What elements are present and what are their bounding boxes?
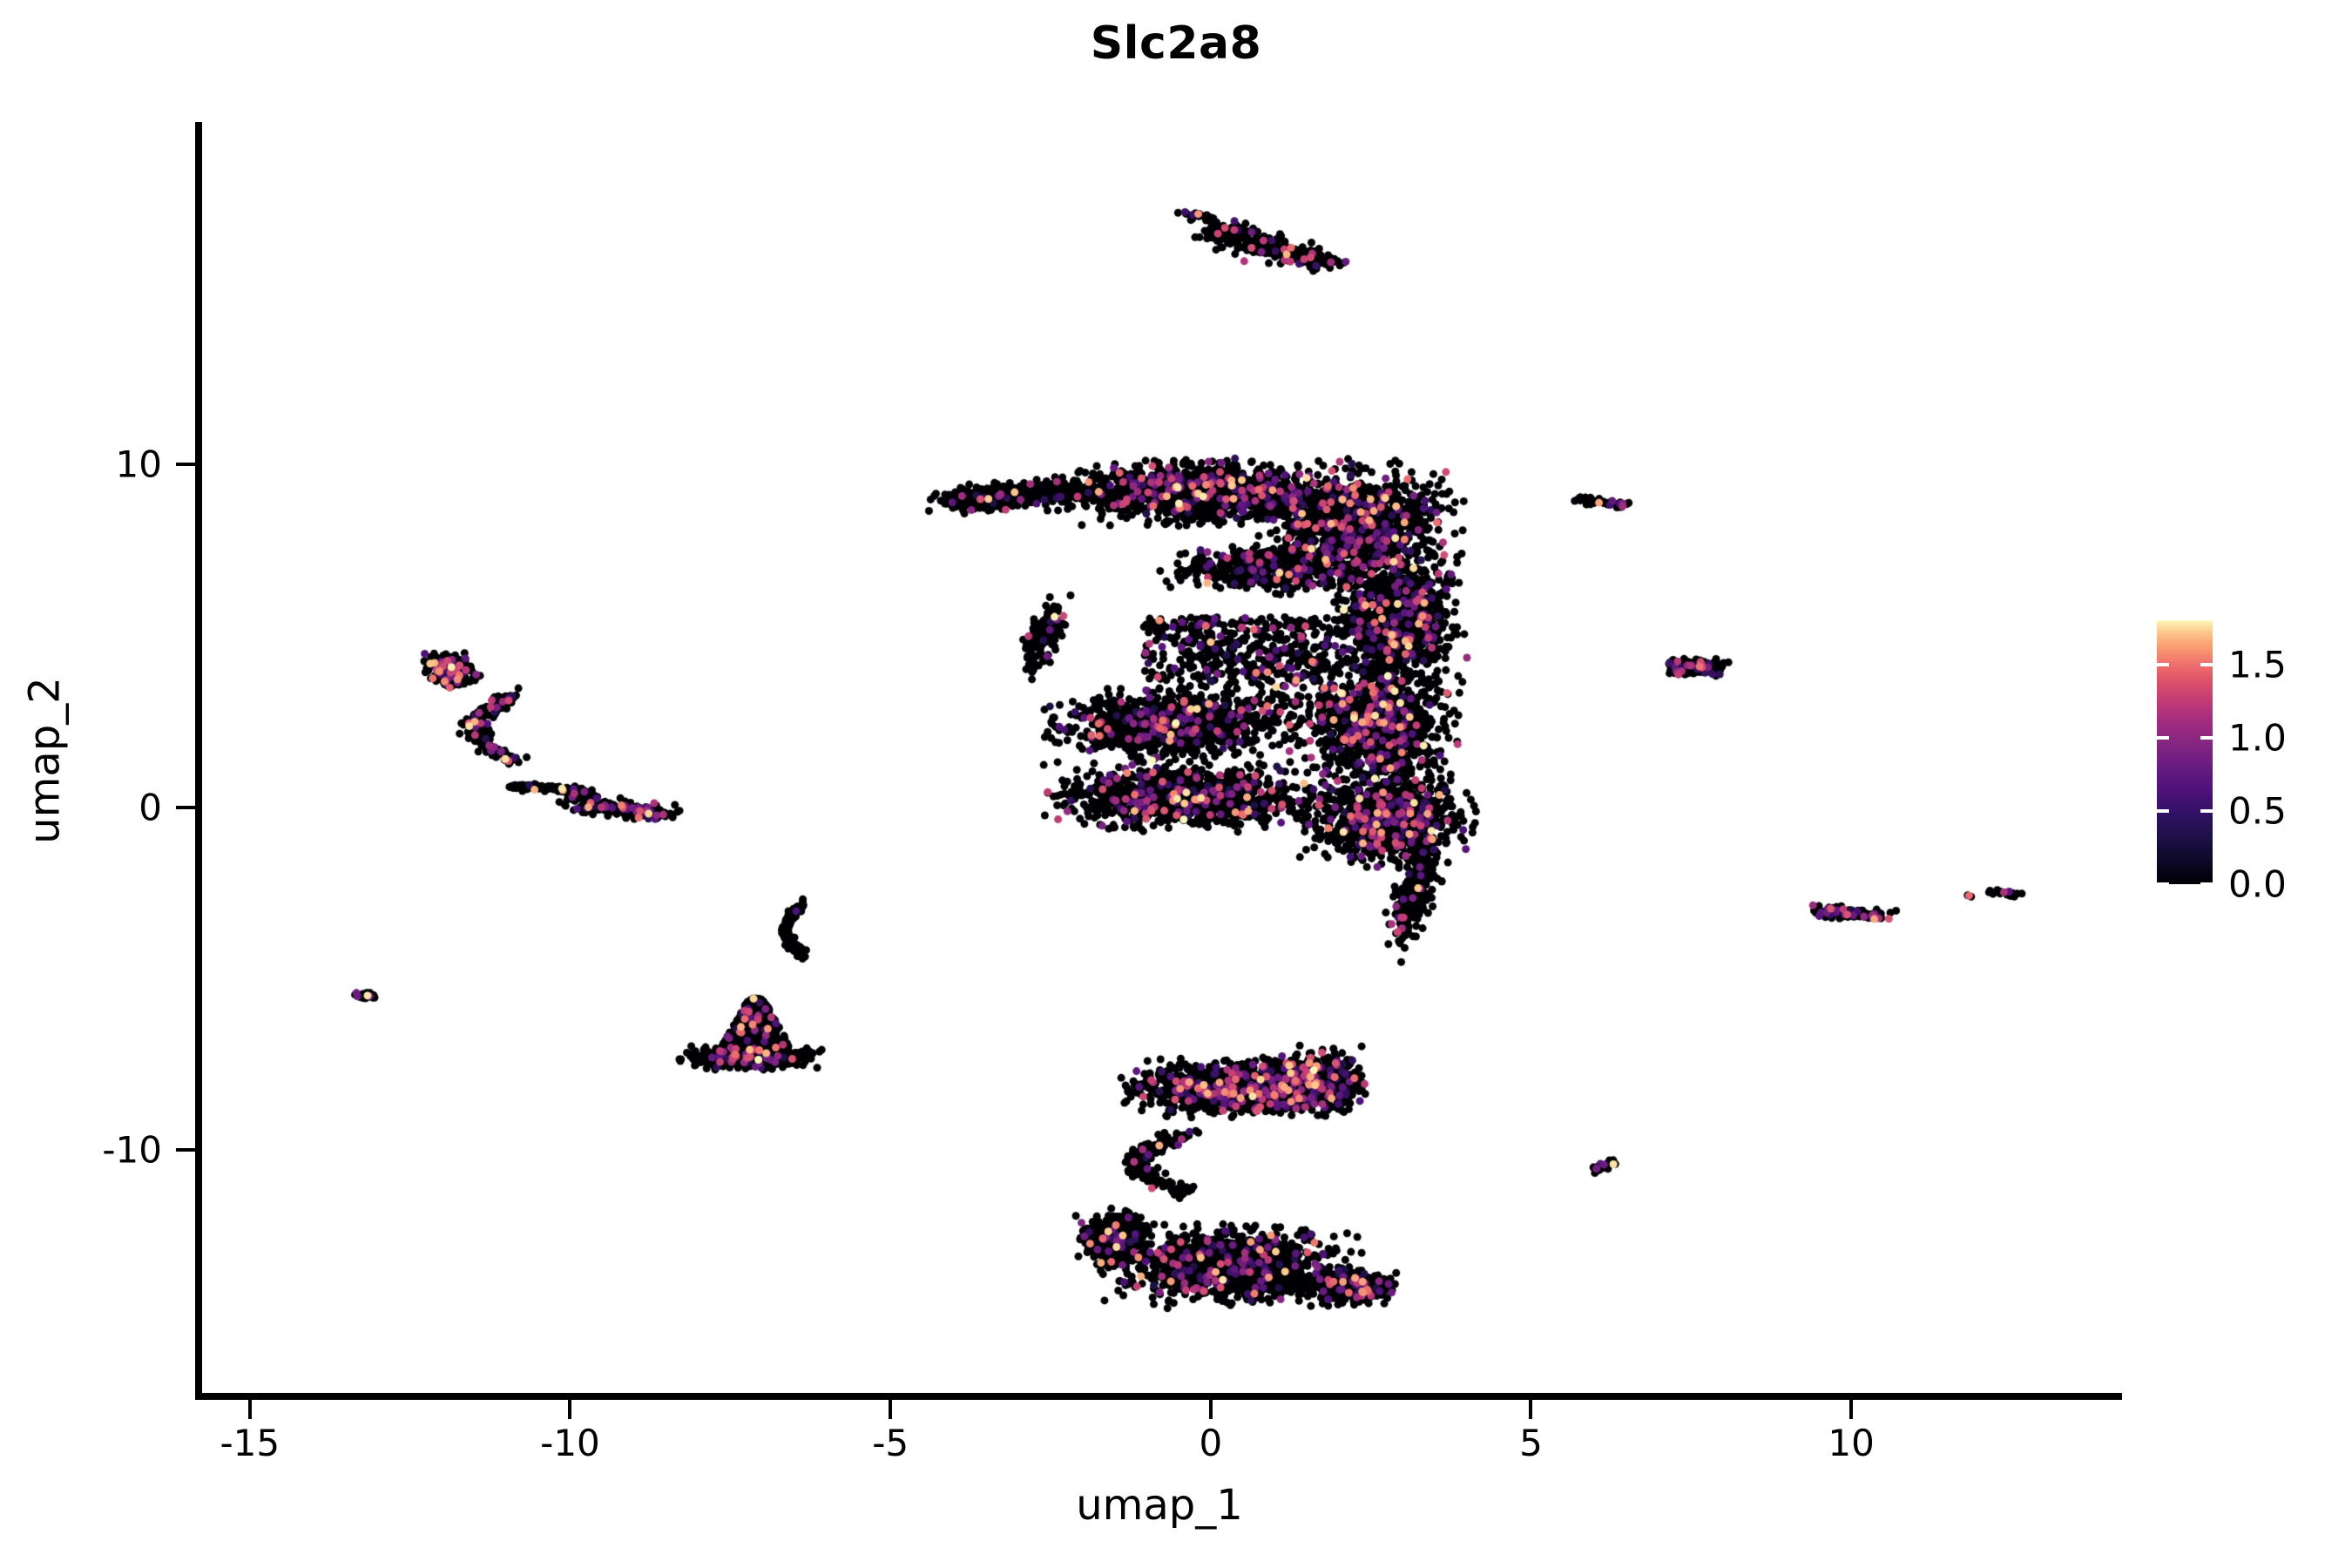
colorbar-tick-mark <box>2157 735 2169 740</box>
x-tick-mark <box>1208 1400 1213 1419</box>
colorbar-tick-mark <box>2200 808 2213 813</box>
colorbar-tick-label: 1.0 <box>2228 716 2287 760</box>
x-tick-mark <box>247 1400 252 1419</box>
x-tick-label: -15 <box>220 1422 280 1464</box>
colorbar-tick-mark <box>2157 662 2169 666</box>
colorbar-tick-mark <box>2157 882 2169 886</box>
y-tick-mark <box>176 805 195 809</box>
x-axis-label: umap_1 <box>1076 1481 1243 1530</box>
y-tick-mark <box>176 1147 195 1152</box>
colorbar-tick-label: 1.5 <box>2228 643 2287 686</box>
x-tick-label: -10 <box>540 1422 600 1464</box>
x-tick-mark <box>889 1400 893 1419</box>
colorbar-tick-label: 0.0 <box>2228 862 2287 906</box>
colorbar-tick-label: 0.5 <box>2228 789 2287 833</box>
y-tick-mark <box>176 463 195 467</box>
x-tick-label: -5 <box>872 1422 909 1464</box>
y-axis-label: umap_2 <box>20 677 70 844</box>
colorbar: 1.5 1.0 0.5 0.0 <box>2157 620 2349 906</box>
plot-area <box>199 122 2120 1396</box>
x-tick-mark <box>1849 1400 1854 1419</box>
colorbar-tick-mark <box>2200 882 2213 886</box>
x-tick-label: 10 <box>1828 1422 1875 1464</box>
x-tick-mark <box>568 1400 572 1419</box>
colorbar-tick-mark <box>2200 662 2213 666</box>
y-tick-label: 0 <box>139 786 162 829</box>
colorbar-gradient <box>2157 620 2213 884</box>
y-tick-label: 10 <box>115 443 162 486</box>
x-tick-label: 5 <box>1519 1422 1543 1464</box>
x-tick-label: 0 <box>1199 1422 1223 1464</box>
page-title: Slc2a8 <box>1090 17 1262 70</box>
colorbar-tick-mark <box>2200 735 2213 740</box>
x-axis-spine <box>195 1393 2122 1400</box>
colorbar-tick-mark <box>2157 808 2169 813</box>
y-tick-label: -10 <box>102 1128 162 1172</box>
x-tick-mark <box>1529 1400 1533 1419</box>
scatter-plot-canvas <box>199 122 2120 1396</box>
